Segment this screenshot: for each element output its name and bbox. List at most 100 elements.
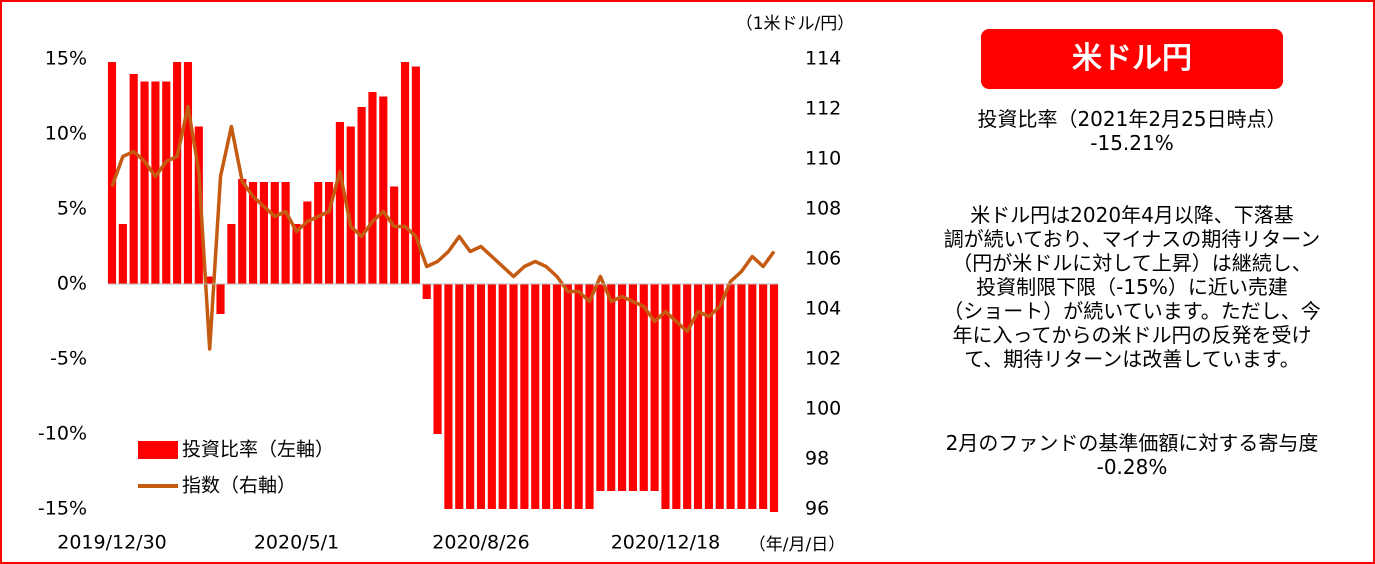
bar	[563, 284, 572, 509]
y2-tick-label: 102	[805, 348, 841, 370]
bar	[769, 284, 779, 512]
bar	[617, 284, 627, 491]
bar	[693, 284, 703, 509]
bar	[259, 182, 269, 284]
x-tick-label: 2020/8/26	[432, 532, 529, 554]
paragraph-line: 年に入ってからの米ドル円の反発を受け	[952, 323, 1312, 347]
bar	[498, 284, 507, 509]
bar	[129, 74, 138, 284]
y-tick-label: -10%	[38, 423, 87, 445]
bar	[607, 284, 616, 491]
bar	[107, 62, 117, 284]
y2-tick-label: 112	[805, 98, 841, 120]
contribution-label: 2月のファンドの基準価額に対する寄与度	[945, 431, 1319, 455]
bar	[509, 284, 518, 509]
legend-label: 投資比率（左軸）	[182, 439, 334, 461]
paragraph: 米ドル円は2020年4月以降、下落基 調が続いており、マイナスの期待リターン （円が…	[892, 203, 1372, 371]
bar	[531, 284, 540, 509]
paragraph-line: （ショート）が続いています。ただし、今	[943, 299, 1321, 323]
bar	[704, 284, 713, 509]
bar	[737, 284, 746, 509]
bar	[173, 62, 182, 284]
y2-tick-label: 96	[805, 498, 829, 520]
bar	[368, 92, 377, 284]
y2-tick-label: 108	[805, 198, 841, 220]
panel-title: 米ドル円	[981, 29, 1283, 89]
bar	[596, 284, 605, 491]
bar	[422, 284, 431, 299]
bar	[194, 126, 203, 284]
ratio-value: -15.21%	[1090, 131, 1174, 155]
info-panel: 米ドル円 投資比率（2021年2月25日時点） -15.21% 米ドル円は202…	[892, 2, 1372, 479]
bar	[639, 284, 648, 491]
bar	[748, 284, 757, 509]
bar	[357, 107, 366, 284]
y2-tick-label: 98	[805, 448, 829, 470]
bar	[520, 284, 529, 509]
y2-tick-label: 104	[805, 298, 841, 320]
y-tick-label: 0%	[57, 273, 87, 295]
bar	[118, 224, 127, 284]
bar	[487, 284, 496, 509]
bar	[140, 81, 149, 284]
bar	[162, 81, 171, 284]
bar	[379, 96, 388, 284]
bar	[335, 122, 344, 284]
y-tick-label: -15%	[38, 498, 87, 520]
bar	[759, 284, 768, 509]
bar	[390, 186, 399, 284]
bar	[227, 224, 236, 284]
bar	[672, 284, 681, 509]
bar	[444, 284, 453, 509]
bar	[281, 182, 290, 284]
legend-label: 指数（右軸）	[182, 475, 296, 497]
x-tick-label: 2020/12/18	[611, 532, 721, 554]
bar	[249, 182, 258, 284]
bar	[715, 284, 724, 509]
y2-tick-label: 110	[805, 148, 841, 170]
bar	[650, 284, 659, 491]
bar	[151, 81, 160, 284]
contribution-value: -0.28%	[1096, 455, 1168, 479]
y2-axis-label: （1米ドル/円）	[736, 14, 855, 34]
bar	[270, 182, 279, 284]
bar	[574, 284, 583, 509]
bar	[238, 179, 247, 284]
chart: （1米ドル/円） （年/月/日） -15% -10% -5% 0% 5% 10% 15% 96…	[38, 14, 855, 555]
bar	[216, 284, 225, 314]
paragraph-line: て、期待リターンは改善しています。	[964, 347, 1300, 371]
bar	[433, 284, 442, 434]
bar	[661, 284, 670, 509]
x-tick-label: 2019/12/30	[57, 532, 167, 554]
bar	[466, 284, 475, 509]
bar	[411, 66, 420, 284]
paragraph-line: 調が続いており、マイナスの期待リターン	[943, 227, 1321, 251]
bar	[183, 62, 193, 284]
x-tick-label: 2020/5/1	[254, 532, 339, 554]
y-tick-label: 15%	[45, 48, 87, 70]
ratio-label: 投資比率（2021年2月25日時点）	[977, 107, 1287, 131]
bar	[292, 224, 301, 284]
bar	[303, 201, 312, 284]
bar	[683, 284, 692, 509]
legend-swatch	[138, 441, 178, 459]
bar	[324, 182, 334, 284]
bar	[346, 126, 355, 284]
bar	[542, 284, 551, 509]
y2-tick-label: 100	[805, 398, 841, 420]
paragraph-line: 投資制限下限（-15%）に近い売建	[976, 275, 1288, 299]
y2-tick-label: 114	[805, 48, 841, 70]
y-tick-label: -5%	[50, 348, 87, 370]
line	[110, 104, 776, 351]
paragraph-line: （円が米ドルに対して上昇）は継続し、	[952, 251, 1312, 275]
bar	[726, 284, 735, 509]
bar	[455, 284, 464, 509]
bar	[476, 284, 486, 509]
bar	[205, 276, 214, 284]
bar	[628, 284, 637, 491]
bar	[585, 284, 594, 509]
y-tick-label: 10%	[45, 123, 87, 145]
bar	[400, 62, 410, 284]
x-unit-label: （年/月/日）	[749, 535, 845, 555]
